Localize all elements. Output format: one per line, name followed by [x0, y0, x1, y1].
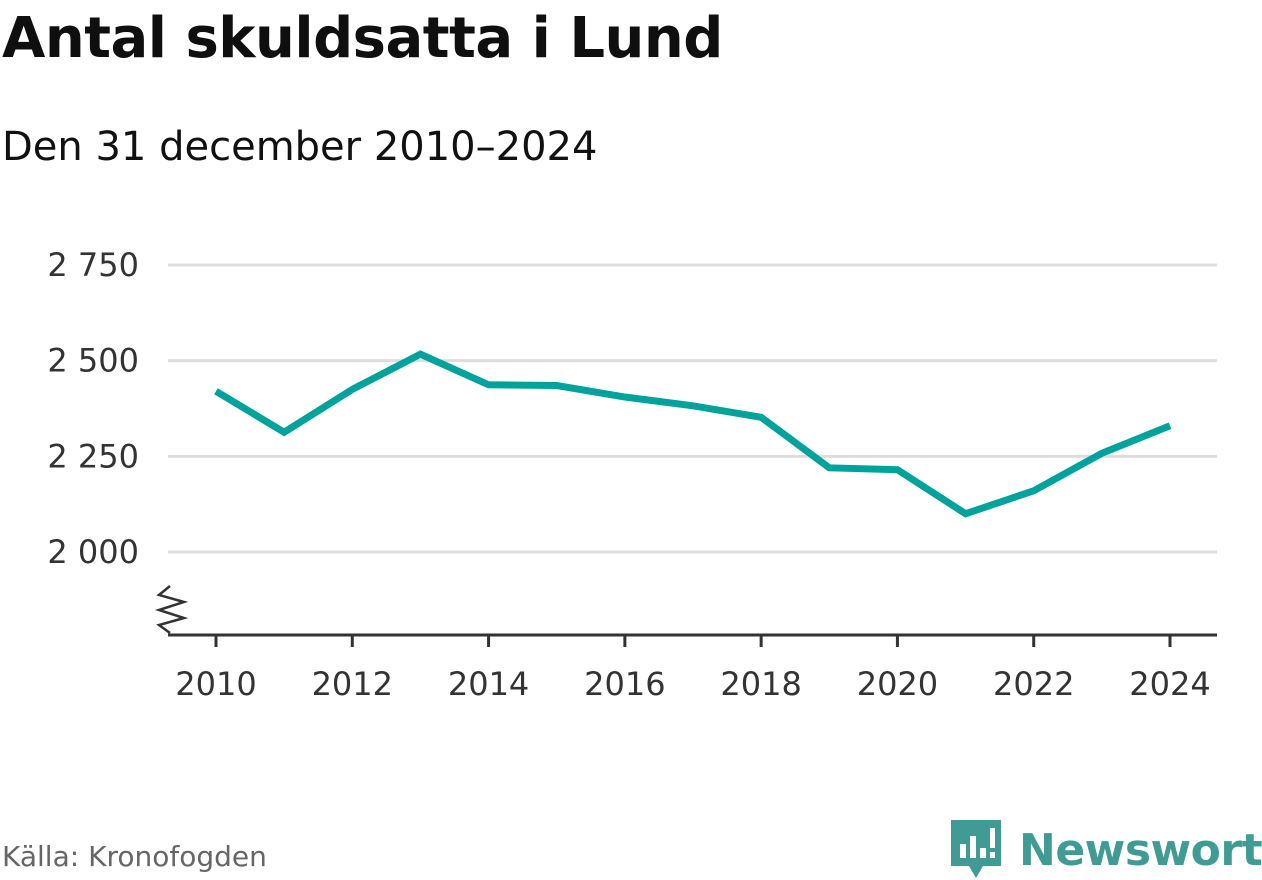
x-axis [159, 586, 1217, 647]
y-tick-label: 2 250 [47, 437, 139, 475]
x-axis-labels: 2010 2012 2014 2016 2018 2020 2022 2024 [175, 665, 1210, 703]
x-tick-label: 2018 [720, 665, 801, 703]
y-tick-label: 2 500 [47, 342, 139, 380]
x-tick-label: 2020 [857, 665, 938, 703]
x-tick-label: 2014 [448, 665, 529, 703]
brand-name: Newsworthy [1019, 825, 1262, 876]
x-tick-label: 2012 [312, 665, 393, 703]
brand-logo: Newsworthy [951, 820, 1262, 880]
series [216, 354, 1170, 514]
x-tick-label: 2024 [1129, 665, 1210, 703]
y-tick-label: 2 000 [47, 533, 139, 571]
x-tick-label: 2022 [993, 665, 1074, 703]
source-note: Källa: Kronofogden [2, 840, 267, 873]
y-axis-labels: 2 000 2 250 2 500 2 750 [47, 246, 139, 571]
series-line [216, 354, 1170, 514]
newsworthy-icon [951, 820, 1001, 880]
x-tick-label: 2016 [584, 665, 665, 703]
axis-break-icon [159, 586, 184, 633]
y-tick-label: 2 750 [47, 246, 139, 284]
x-tick-label: 2010 [175, 665, 256, 703]
